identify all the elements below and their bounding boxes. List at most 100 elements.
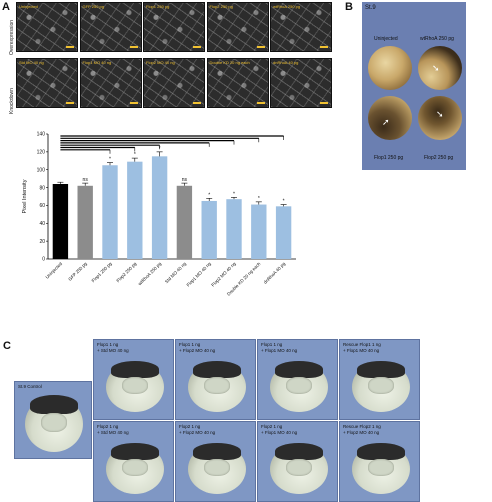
bar <box>102 165 118 259</box>
significance-label: * <box>233 191 235 197</box>
panel-c-embryo <box>106 361 164 412</box>
scale-bar <box>66 102 74 104</box>
bar <box>52 184 69 259</box>
panel-c-embryo <box>352 443 410 494</box>
panel-c-tile-label-line: Flop2 1 ng <box>97 424 119 429</box>
significance-label: * <box>283 199 285 205</box>
panel-c-embryo <box>106 443 164 494</box>
bar <box>77 185 93 259</box>
panel-a-letter: A <box>2 1 10 13</box>
micro-tile: Flop2 250 pg <box>206 2 269 52</box>
panel-c-tile-label-line: Flop1 1 ng <box>97 342 119 347</box>
panel-c-tile-label-line: Flop2 1 ng <box>261 424 283 429</box>
category-label: dnRhoA 40 pg <box>263 261 287 285</box>
panel-c-tile-label: Flop1 1 ng + Std MO 40 ng <box>97 342 129 354</box>
y-tick-label: 120 <box>37 150 46 156</box>
embryo-flop2: ➘ <box>418 96 462 140</box>
panel-c-tile: Rescue Flop1 1 ng + Flop1 MO 40 ng <box>339 339 420 420</box>
bar <box>151 156 168 259</box>
category-label: GFP 250 pg <box>67 261 88 282</box>
y-tick-label: 140 <box>37 132 46 138</box>
bar <box>176 185 193 259</box>
panel-c-tile-label: Flop2 1 ng + Std MO 40 ng <box>97 424 129 436</box>
significance-label: * <box>208 192 210 198</box>
label-flop2: Flop2 250 pg <box>424 155 454 161</box>
category-label: Flop2 250 pg <box>115 261 137 283</box>
category-label: Flop1 250 pg <box>91 261 113 283</box>
panel-c-letter: C <box>3 340 11 352</box>
micro-tile-label: Double KD 20 ng each <box>209 60 250 65</box>
panel-c-tile: Flop1 1 ng + Std MO 40 ng <box>93 339 174 420</box>
scale-bar <box>256 102 265 104</box>
label-flop1: Flop1 250 pg <box>374 155 404 161</box>
category-label: Std MO 40 ng <box>164 261 188 285</box>
panel-c-tile: Flop1 1 ng + Flop1 MO 40 ng <box>257 339 338 420</box>
panel-c-tile-label-line: + Flop1 MO 40 ng <box>261 430 298 435</box>
label-uninjected: Uninjected <box>374 36 398 42</box>
panel-c-tile-label: Rescue Flop1 1 ng + Flop1 MO 40 ng <box>343 342 381 354</box>
panel-c-tile-label-line: Flop1 1 ng <box>261 342 283 347</box>
embryo-flop1: ➚ <box>368 96 412 140</box>
scale-bar <box>256 46 265 48</box>
y-tick-label: 0 <box>42 257 45 263</box>
panel-c-tile-label: Flop1 1 ng + Flop2 MO 40 ng <box>179 342 215 354</box>
panel-c-tile-label: Flop2 1 ng + Flop2 MO 40 ng <box>179 424 215 436</box>
scale-bar <box>320 46 328 48</box>
y-axis-title: Pixel Intensity <box>22 179 28 213</box>
micro-tile-label: dnRhoA 40 pg <box>273 60 299 65</box>
arrow-icon: ➚ <box>382 117 390 127</box>
panel-c-tile-label-line: Rescue Flop1 1 ng <box>343 342 381 347</box>
control-tile: St.9 Control <box>14 381 92 459</box>
panel-c-tile-label-line: Rescue Flop2 1 ng <box>343 424 381 429</box>
bar <box>226 199 242 259</box>
micro-tile-label: Flop1 MO 40 ng <box>82 60 112 65</box>
micro-tile-label: Uninjected <box>19 4 38 9</box>
significance-label: ns <box>83 177 89 183</box>
embryo-uninjected <box>368 46 412 90</box>
bar <box>251 204 267 259</box>
y-tick-label: 40 <box>39 221 45 227</box>
micro-tile: GFP 250 pg <box>79 2 142 52</box>
micro-tile: Flop2 MO 40 ng <box>143 58 205 108</box>
panel-c-tile: Flop1 1 ng + Flop2 MO 40 ng <box>175 339 256 420</box>
panel-c-tile: Rescue Flop2 1 ng + Flop2 MO 40 ng <box>339 421 420 502</box>
row-label-overexpression: Overexpression <box>9 19 15 55</box>
micro-tile: Flop1 MO 40 ng <box>79 58 142 108</box>
panel-c-embryo <box>352 361 410 412</box>
category-label: Uninjected <box>45 261 64 280</box>
category-label: Flop2 MO 40 ng <box>210 261 237 288</box>
category-label: Flop1 MO 40 ng <box>186 261 213 288</box>
panel-c-tile-label-line: + Flop2 MO 40 ng <box>179 348 216 353</box>
panel-b-image: St.9 Uninjected wtRhoA 250 pg ➘ ➚ ➘ Flop… <box>362 2 466 170</box>
panel-c-embryo <box>188 443 246 494</box>
scale-bar <box>129 46 138 48</box>
bar <box>201 200 217 259</box>
micro-tile: Flop1 250 pg <box>143 2 205 52</box>
micro-tile-label: GFP 250 pg <box>82 4 105 9</box>
control-embryo <box>25 394 83 452</box>
panel-c-tile-label-line: + Flop2 MO 40 ng <box>179 430 216 435</box>
scale-bar <box>193 46 201 48</box>
scale-bar <box>129 102 138 104</box>
micro-tile-label: Flop1 250 pg <box>146 4 170 9</box>
panel-c-tile-label-line: + Flop1 MO 40 ng <box>343 348 380 353</box>
arrow-icon: ➘ <box>432 63 440 73</box>
micro-tile: Double KD 20 ng each <box>206 58 269 108</box>
row-label-knockdown: Knockdown <box>9 88 15 114</box>
y-tick-label: 60 <box>39 203 45 209</box>
scale-bar <box>193 102 201 104</box>
micro-tile: wtRhoA 250 pg <box>270 2 332 52</box>
bar <box>275 206 292 259</box>
scale-bar <box>66 46 74 48</box>
bar <box>127 161 143 259</box>
panel-c-tile-label-line: Flop2 1 ng <box>179 424 201 429</box>
label-wtrhoa: wtRhoA 250 pg <box>420 36 454 42</box>
embryo-wtrhoa: ➘ <box>418 46 462 90</box>
scale-bar <box>320 102 328 104</box>
significance-label: * <box>258 196 260 202</box>
micro-tile: Uninjected <box>16 2 78 52</box>
y-tick-label: 80 <box>39 185 45 191</box>
category-label: wtRhoA 250 pg <box>137 261 162 286</box>
micro-tile: Std MO 40 ng <box>16 58 78 108</box>
control-label: St.9 Control <box>18 384 42 389</box>
